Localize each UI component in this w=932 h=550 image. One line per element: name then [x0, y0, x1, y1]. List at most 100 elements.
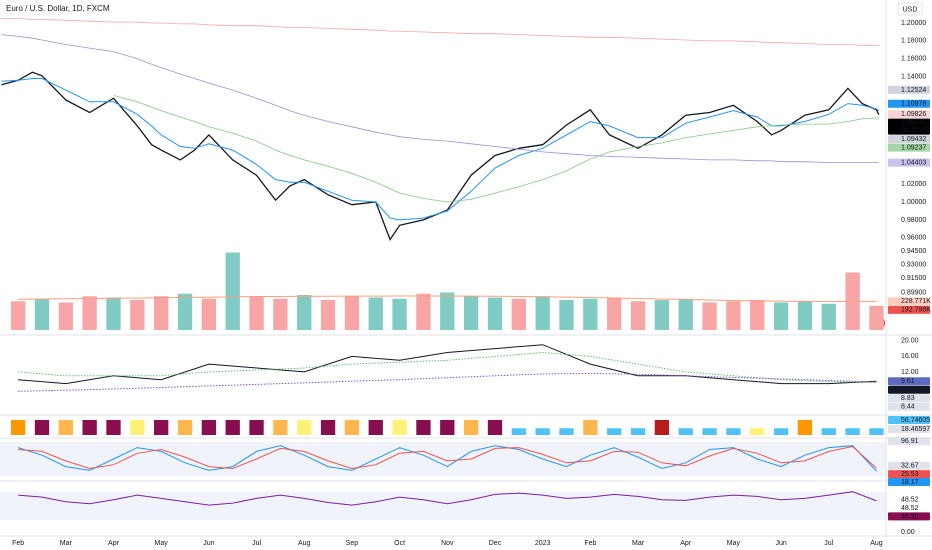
- chart-title: Euro / U.S. Dollar, 1D, FXCM: [6, 4, 110, 13]
- bar: [368, 420, 383, 435]
- price-badge: [888, 495, 930, 504]
- bar: [130, 300, 145, 330]
- bar: [821, 303, 836, 330]
- bar: [297, 295, 312, 330]
- price-badge: [888, 470, 930, 479]
- bar: [201, 420, 217, 435]
- bar: [654, 420, 670, 435]
- y-tick-label: 1.20000: [901, 20, 926, 27]
- x-tick-label: Aug: [870, 540, 883, 547]
- bar: [535, 296, 550, 330]
- x-tick-label: May: [727, 540, 741, 547]
- bar: [797, 420, 813, 435]
- x-tick-label: May: [155, 540, 169, 547]
- x-tick-label: Feb: [12, 540, 24, 547]
- x-tick-label: 2023: [535, 540, 551, 547]
- bar: [249, 296, 264, 330]
- price-badge: [888, 503, 930, 512]
- bar: [702, 302, 717, 330]
- bar: [297, 420, 312, 435]
- price-badge: [888, 158, 930, 167]
- bar: [225, 252, 240, 330]
- bar: [368, 297, 383, 330]
- series-line: [18, 491, 877, 506]
- y-tick-label: 0.94500: [901, 248, 926, 255]
- bar: [344, 296, 360, 330]
- bar: [773, 428, 789, 435]
- x-tick-label: Feb: [584, 540, 596, 547]
- bar: [249, 420, 264, 435]
- y-tick-label: 1.02000: [901, 181, 926, 188]
- bar: [797, 301, 813, 330]
- bar: [10, 420, 26, 435]
- price-badge-label: 1.09826: [901, 111, 926, 118]
- x-tick-label: Jun: [775, 540, 786, 547]
- price-badge: [888, 416, 930, 424]
- bar: [273, 420, 288, 435]
- price-badge-label: 46.30: [901, 513, 919, 520]
- price-badge: [888, 297, 930, 306]
- bar: [106, 420, 121, 435]
- price-badge: [888, 425, 930, 433]
- bar: [344, 420, 360, 435]
- bar: [702, 428, 717, 435]
- bar: [320, 420, 336, 435]
- bar: [177, 420, 193, 435]
- price-badge-label: 56.74605: [901, 417, 930, 424]
- bar: [106, 297, 121, 330]
- bar: [392, 298, 407, 330]
- y-tick-label: 0.91500: [901, 275, 926, 282]
- series-line: [1, 71, 880, 242]
- series-line: [17, 445, 877, 472]
- series-line: [18, 295, 877, 303]
- bar: [607, 297, 622, 330]
- x-tick-label: Mar: [632, 540, 645, 547]
- bar: [511, 428, 526, 435]
- y-tick-label: 16.00: [901, 353, 919, 360]
- series-line: [1, 18, 879, 46]
- bar: [845, 428, 860, 435]
- x-tick-label: Mar: [60, 540, 73, 547]
- price-badge: [888, 402, 930, 411]
- bar: [201, 298, 217, 330]
- y-tick-label: 1.18000: [901, 38, 926, 45]
- price-badge: [888, 512, 930, 521]
- price-badge: [888, 110, 930, 119]
- bar: [34, 420, 50, 435]
- x-tick-label: Jul: [252, 540, 261, 547]
- bar: [273, 298, 288, 330]
- bar: [416, 420, 431, 435]
- price-badge-sublabel: 04:37:25: [901, 127, 928, 134]
- bar: [559, 428, 574, 435]
- y-tick-label: 1.16000: [901, 56, 926, 63]
- bar: [559, 300, 574, 330]
- series-line: [113, 95, 880, 203]
- price-badge-label: 8.83: [901, 395, 915, 402]
- bar: [320, 300, 336, 330]
- currency-label[interactable]: USD: [903, 6, 918, 13]
- price-badge-label: 1.12524: [901, 87, 926, 94]
- bar: [630, 428, 646, 435]
- price-badge-label: 8.44: [901, 404, 915, 411]
- y-tick-label: 0.96000: [901, 235, 926, 242]
- x-tick-label: Apr: [108, 540, 120, 547]
- bar: [821, 428, 836, 435]
- bar: [583, 298, 598, 330]
- bar: [869, 428, 884, 435]
- price-badge-label: 1.09432: [901, 136, 926, 143]
- x-tick-label: Dec: [489, 540, 502, 547]
- currency-button[interactable]: [897, 2, 923, 16]
- price-badge-label: 9.28: [901, 387, 915, 394]
- series-line: [18, 344, 877, 385]
- price-badge-label: 48.52: [901, 505, 919, 512]
- bar: [583, 420, 598, 435]
- bar: [58, 420, 73, 435]
- series-line: [18, 351, 877, 383]
- price-badge-label: 96.91: [901, 438, 919, 445]
- x-tick-label: Apr: [680, 540, 692, 547]
- y-tick-label: 0.93000: [901, 262, 926, 269]
- price-badge: [888, 385, 930, 394]
- price-badge: [888, 85, 930, 94]
- bar: [154, 296, 169, 330]
